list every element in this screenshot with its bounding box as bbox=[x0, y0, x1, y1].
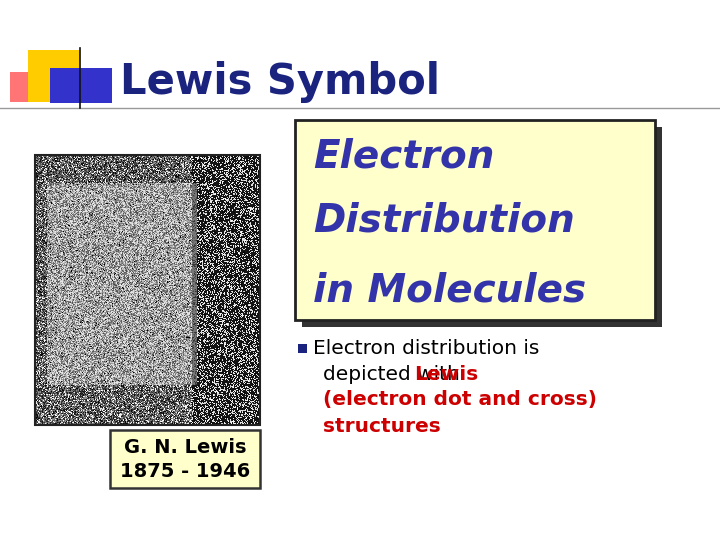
Bar bbox=[295, 120, 655, 320]
Bar bbox=[302, 127, 662, 327]
Text: Lewis: Lewis bbox=[414, 364, 478, 383]
Bar bbox=[298, 344, 307, 353]
Bar bbox=[50, 68, 112, 103]
Text: Electron distribution is: Electron distribution is bbox=[313, 339, 539, 357]
Text: structures: structures bbox=[323, 416, 441, 435]
Bar bbox=[110, 430, 260, 488]
Text: depicted with: depicted with bbox=[323, 364, 467, 383]
Text: Distribution: Distribution bbox=[313, 201, 575, 239]
Bar bbox=[28, 50, 80, 102]
Text: G. N. Lewis: G. N. Lewis bbox=[124, 438, 246, 457]
Text: (electron dot and cross): (electron dot and cross) bbox=[323, 390, 597, 409]
Text: 1875 - 1946: 1875 - 1946 bbox=[120, 462, 250, 481]
Text: Electron: Electron bbox=[313, 138, 495, 176]
Bar bbox=[35, 155, 260, 425]
Text: in Molecules: in Molecules bbox=[313, 271, 586, 309]
Bar bbox=[10, 72, 75, 102]
Text: Lewis Symbol: Lewis Symbol bbox=[120, 61, 440, 103]
